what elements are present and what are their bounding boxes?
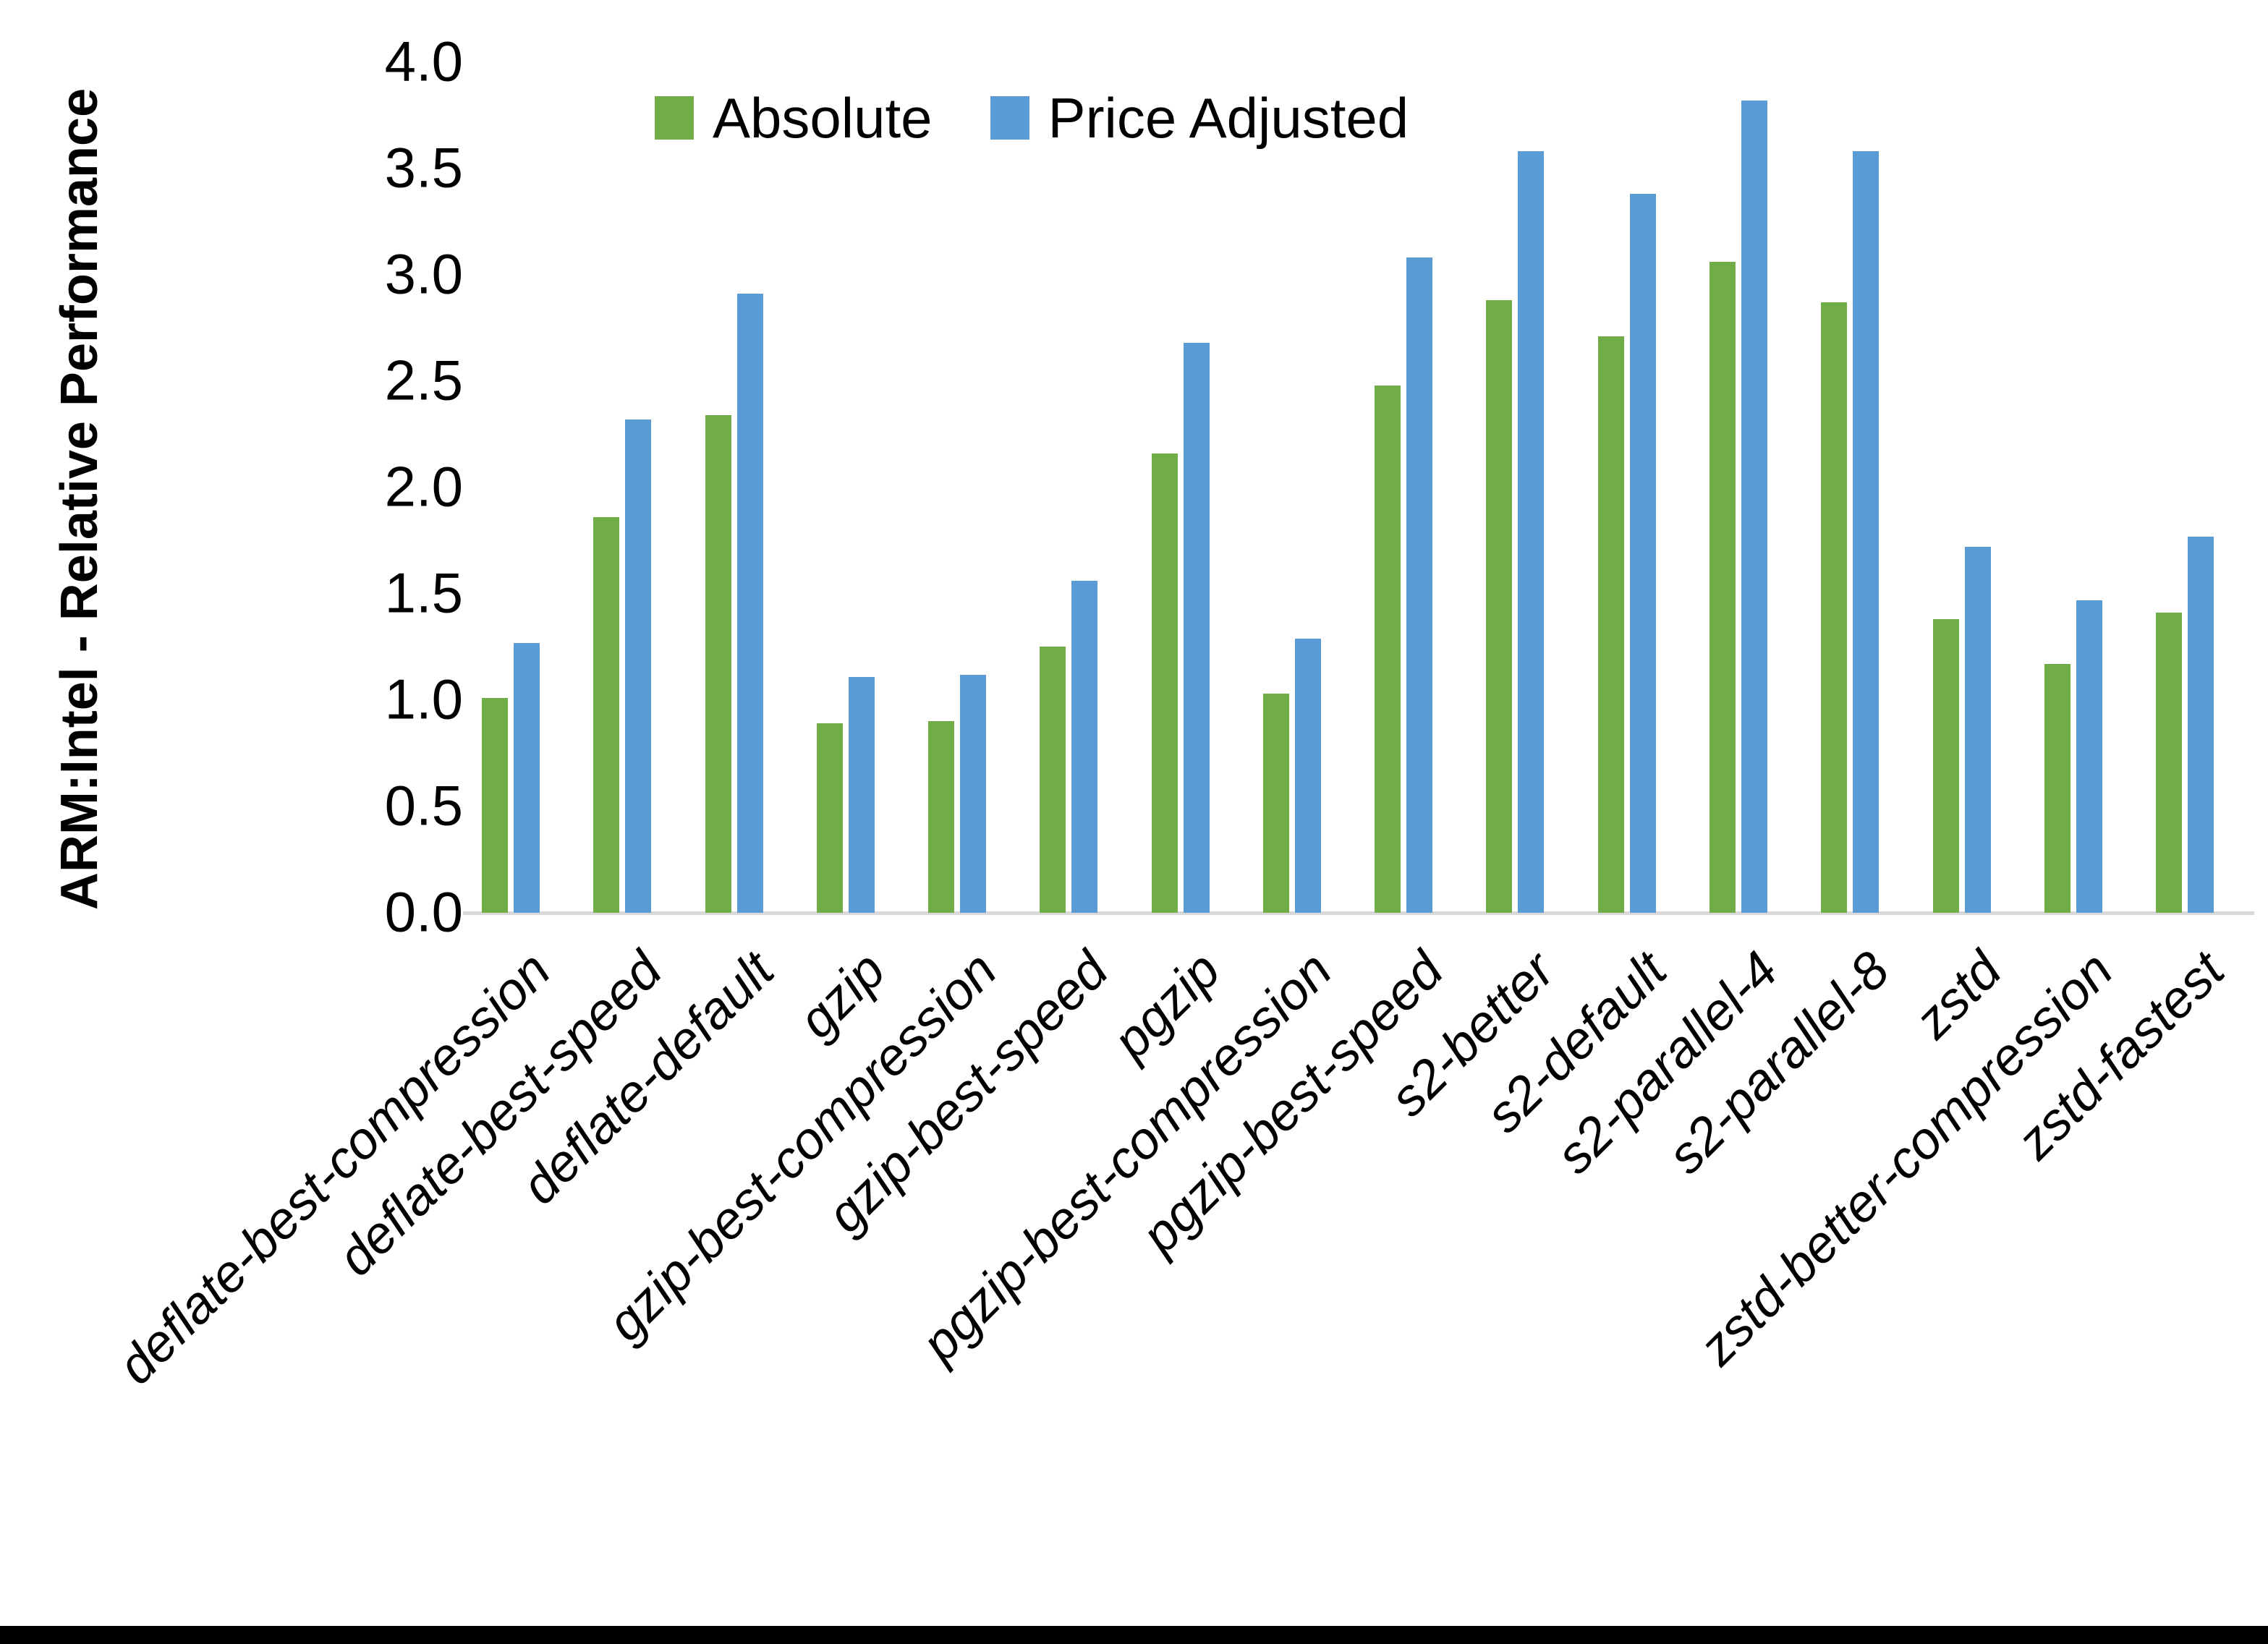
bar-absolute-s2-default xyxy=(1598,336,1624,913)
legend-item-absolute: Absolute xyxy=(655,85,933,151)
bar-price-adjusted-s2-better xyxy=(1518,151,1544,913)
x-axis-line xyxy=(463,911,2254,915)
bar-price-adjusted-s2-parallel-8 xyxy=(1853,151,1879,913)
y-tick-label: 2.5 xyxy=(384,348,463,412)
bar-absolute-deflate-default xyxy=(705,415,731,913)
legend-label-price-adjusted: Price Adjusted xyxy=(1048,85,1409,150)
legend-item-price-adjusted: Price Adjusted xyxy=(990,85,1409,151)
bar-absolute-deflate-best-speed xyxy=(593,517,619,913)
bar-absolute-gzip xyxy=(817,723,843,913)
bar-price-adjusted-gzip xyxy=(849,677,875,913)
bar-price-adjusted-zstd xyxy=(1965,547,1991,913)
bar-absolute-pgzip xyxy=(1152,453,1178,913)
bar-absolute-s2-parallel-4 xyxy=(1710,262,1736,913)
y-tick-label: 3.5 xyxy=(384,135,463,200)
bar-absolute-pgzip-best-speed xyxy=(1375,386,1401,913)
bottom-black-bar xyxy=(0,1626,2268,1644)
bar-price-adjusted-s2-default xyxy=(1630,194,1656,913)
legend-swatch-price-adjusted xyxy=(990,96,1029,140)
y-tick-label: 3.0 xyxy=(384,242,463,306)
bar-absolute-gzip-best-compression xyxy=(928,721,954,913)
legend-label-absolute: Absolute xyxy=(713,85,933,150)
bar-price-adjusted-deflate-best-speed xyxy=(625,419,651,913)
bar-price-adjusted-gzip-best-speed xyxy=(1071,581,1097,913)
y-tick-label: 4.0 xyxy=(384,29,463,93)
bar-absolute-s2-better xyxy=(1486,300,1512,913)
bar-price-adjusted-deflate-default xyxy=(737,294,763,913)
bar-price-adjusted-s2-parallel-4 xyxy=(1741,101,1767,913)
legend-swatch-absolute xyxy=(655,96,694,140)
y-tick-label: 0.5 xyxy=(384,773,463,838)
bar-absolute-gzip-best-speed xyxy=(1040,647,1066,913)
bar-price-adjusted-pgzip-best-speed xyxy=(1406,257,1432,913)
bar-price-adjusted-zstd-better-compression xyxy=(2076,600,2102,913)
bar-price-adjusted-pgzip-best-compression xyxy=(1295,639,1321,913)
bar-price-adjusted-deflate-best-compression xyxy=(514,643,540,913)
bar-price-adjusted-gzip-best-compression xyxy=(960,675,986,913)
bar-absolute-pgzip-best-compression xyxy=(1263,694,1289,913)
bar-absolute-zstd xyxy=(1933,619,1959,913)
bar-absolute-zstd-better-compression xyxy=(2044,664,2070,913)
y-tick-label: 2.0 xyxy=(384,454,463,519)
bar-absolute-deflate-best-compression xyxy=(482,698,508,913)
legend: Absolute Price Adjusted xyxy=(655,86,1409,150)
y-tick-label: 0.0 xyxy=(384,880,463,944)
y-tick-label: 1.0 xyxy=(384,667,463,731)
bar-absolute-s2-parallel-8 xyxy=(1821,302,1847,913)
bar-absolute-zstd-fastest xyxy=(2156,613,2182,913)
y-tick-label: 1.5 xyxy=(384,561,463,625)
x-category-label: deflate-best-compression xyxy=(106,941,561,1396)
bar-price-adjusted-zstd-fastest xyxy=(2188,537,2214,913)
bar-price-adjusted-pgzip xyxy=(1184,343,1210,913)
